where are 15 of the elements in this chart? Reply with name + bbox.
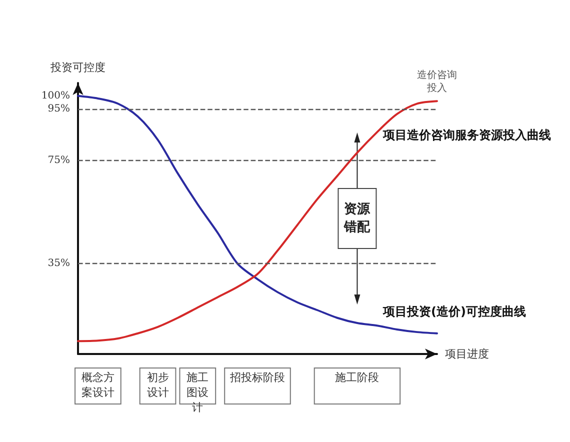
y-tick-label: 35% [48, 258, 70, 270]
series-label: 项目投资(造价)可控度曲线 [382, 304, 526, 318]
annotation: 造价咨询投入 [417, 69, 457, 94]
x-tick-label: 初步设计 [146, 371, 169, 399]
annotation: 资源错配 [343, 202, 372, 235]
x-tick-label: 施工阶段 [335, 371, 380, 384]
x-tick-label: 招投标阶段 [229, 371, 285, 384]
y-tick-label: 75% [48, 154, 70, 166]
y-tick-label: 95% [48, 103, 70, 114]
y-tick-label: 100% [41, 90, 70, 102]
x-tick-label: 概念方案设计 [81, 371, 114, 399]
x-tick-label: 施工图设计 [186, 371, 209, 414]
series-label: 项目造价咨询服务资源投入曲线 [382, 128, 551, 142]
x-axis-title: 项目进度 [445, 348, 489, 360]
y-axis-title: 投资可控度 [50, 61, 106, 74]
